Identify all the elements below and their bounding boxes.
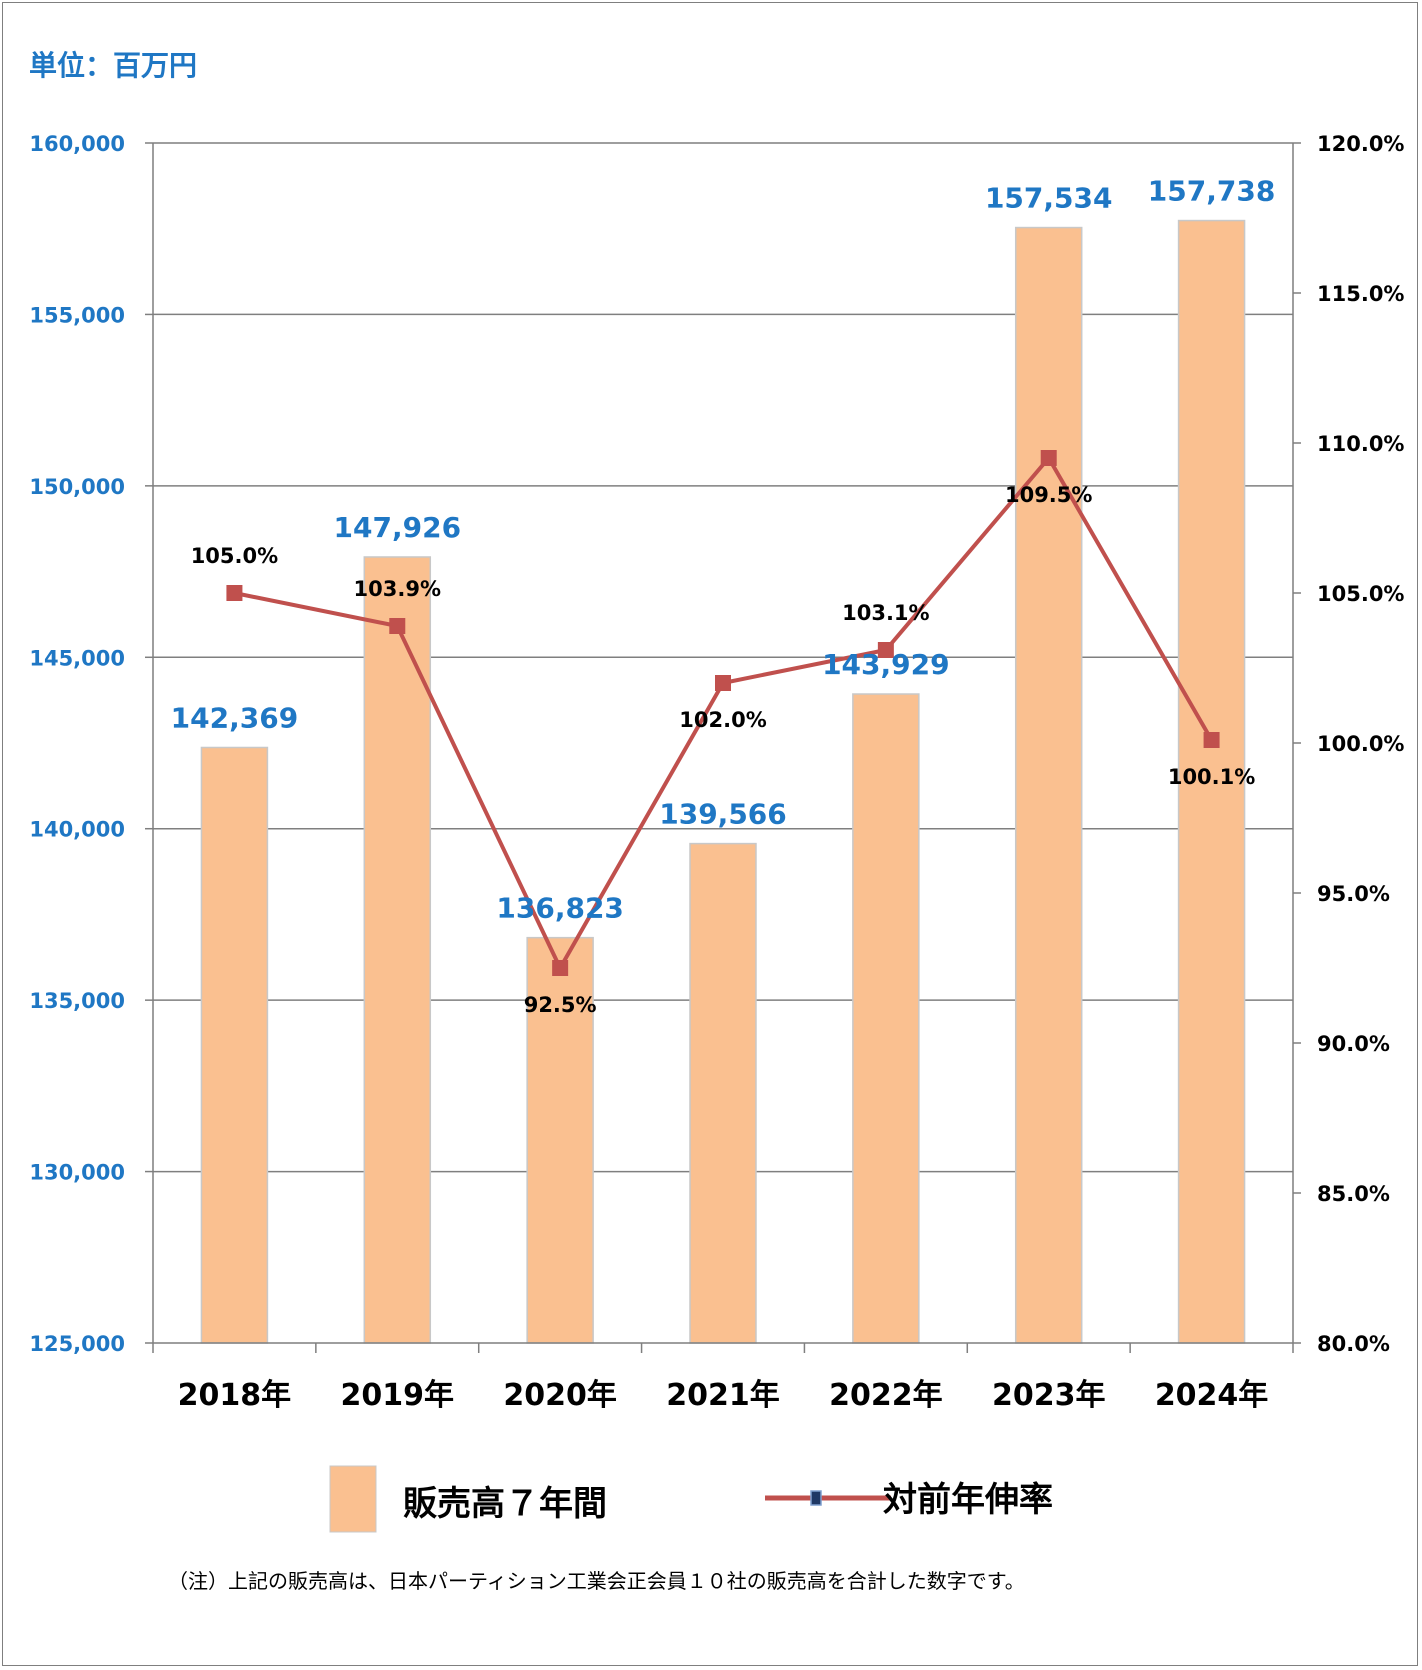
y-right-tick-label: 80.0% xyxy=(1317,1332,1390,1356)
y-right-tick-label: 105.0% xyxy=(1317,582,1404,606)
growth-marker xyxy=(715,675,731,691)
y-left-tick-label: 130,000 xyxy=(29,1161,125,1185)
y-left-tick-label: 145,000 xyxy=(29,646,125,670)
growth-value-label: 105.0% xyxy=(191,544,278,568)
bar-value-label: 157,738 xyxy=(1148,175,1276,208)
y-left-tick-label: 155,000 xyxy=(29,303,125,327)
legend: 販売高７年間 対前年伸率 xyxy=(329,1465,1053,1533)
x-tick-label: 2024年 xyxy=(1155,1378,1269,1413)
footnote: （注）上記の販売高は、日本パーティション工業会正会員１０社の販売高を合計した数字… xyxy=(168,1569,1025,1593)
y-right-tick-label: 90.0% xyxy=(1317,1032,1390,1056)
growth-value-label: 102.0% xyxy=(679,708,766,732)
bar-value-label: 139,566 xyxy=(659,798,787,831)
growth-value-label: 103.1% xyxy=(842,601,929,625)
y-left-tick-label: 135,000 xyxy=(29,989,125,1013)
x-tick-label: 2022年 xyxy=(829,1378,943,1413)
bar-value-label: 157,534 xyxy=(985,182,1113,215)
x-tick-label: 2021年 xyxy=(666,1378,780,1413)
bar-2018年 xyxy=(200,746,269,1344)
growth-value-label: 103.9% xyxy=(354,577,441,601)
bar-value-label: 143,929 xyxy=(822,648,950,681)
y-right-tick-label: 100.0% xyxy=(1317,732,1404,756)
growth-marker xyxy=(226,585,243,601)
growth-marker xyxy=(1203,732,1220,748)
data-labels: 142,369 147,926 136,823 139,566 143,929 157,5… xyxy=(171,175,1276,1017)
growth-value-label: 100.1% xyxy=(1168,765,1255,789)
axes: 125,000 130,000 135,000 140,000 145,000 150,0… xyxy=(29,132,1404,1413)
bar-value-label: 147,926 xyxy=(334,511,462,544)
growth-line xyxy=(226,450,1220,976)
y-right-tick-label: 120.0% xyxy=(1317,132,1404,156)
bar-2020年 xyxy=(526,936,594,1344)
y-right-tick-label: 95.0% xyxy=(1317,882,1390,906)
y-left-tick-label: 140,000 xyxy=(29,818,125,842)
x-tick-label: 2020年 xyxy=(503,1378,617,1413)
y-right-tick-label: 110.0% xyxy=(1317,432,1404,456)
growth-marker xyxy=(389,618,406,634)
bar-2022年 xyxy=(852,693,920,1344)
growth-marker xyxy=(877,642,894,658)
growth-marker xyxy=(552,960,569,976)
bars xyxy=(200,219,1246,1344)
unit-label: 単位：百万円 xyxy=(29,49,197,82)
x-tick-label: 2023年 xyxy=(992,1378,1106,1413)
growth-value-label: 109.5% xyxy=(1005,483,1092,507)
x-tick-label: 2018年 xyxy=(178,1378,292,1413)
gridlines xyxy=(153,142,1293,1173)
bar-value-label: 142,369 xyxy=(171,701,299,734)
growth-marker xyxy=(1040,450,1057,466)
y-left-tick-label: 150,000 xyxy=(29,475,125,499)
legend-bar-label: 販売高７年間 xyxy=(403,1484,607,1524)
x-tick-label: 2019年 xyxy=(341,1378,455,1413)
growth-value-label: 92.5% xyxy=(524,993,597,1017)
bar-2021年 xyxy=(689,842,757,1344)
legend-bar-swatch xyxy=(329,1465,377,1533)
y-right-tick-label: 115.0% xyxy=(1317,282,1404,306)
y-left-tick-label: 160,000 xyxy=(29,132,125,156)
legend-line-marker xyxy=(810,1490,822,1506)
bar-value-label: 136,823 xyxy=(496,892,624,925)
combo-chart: 単位：百万円 125,000 130,000 135,000 140,000 145,0… xyxy=(29,49,1404,1593)
y-left-tick-label: 125,000 xyxy=(29,1332,125,1356)
bar-2023年 xyxy=(1014,226,1083,1344)
bar-2024年 xyxy=(1177,219,1246,1344)
legend-line-label: 対前年伸率 xyxy=(883,1480,1053,1520)
y-right-tick-label: 85.0% xyxy=(1317,1182,1390,1206)
